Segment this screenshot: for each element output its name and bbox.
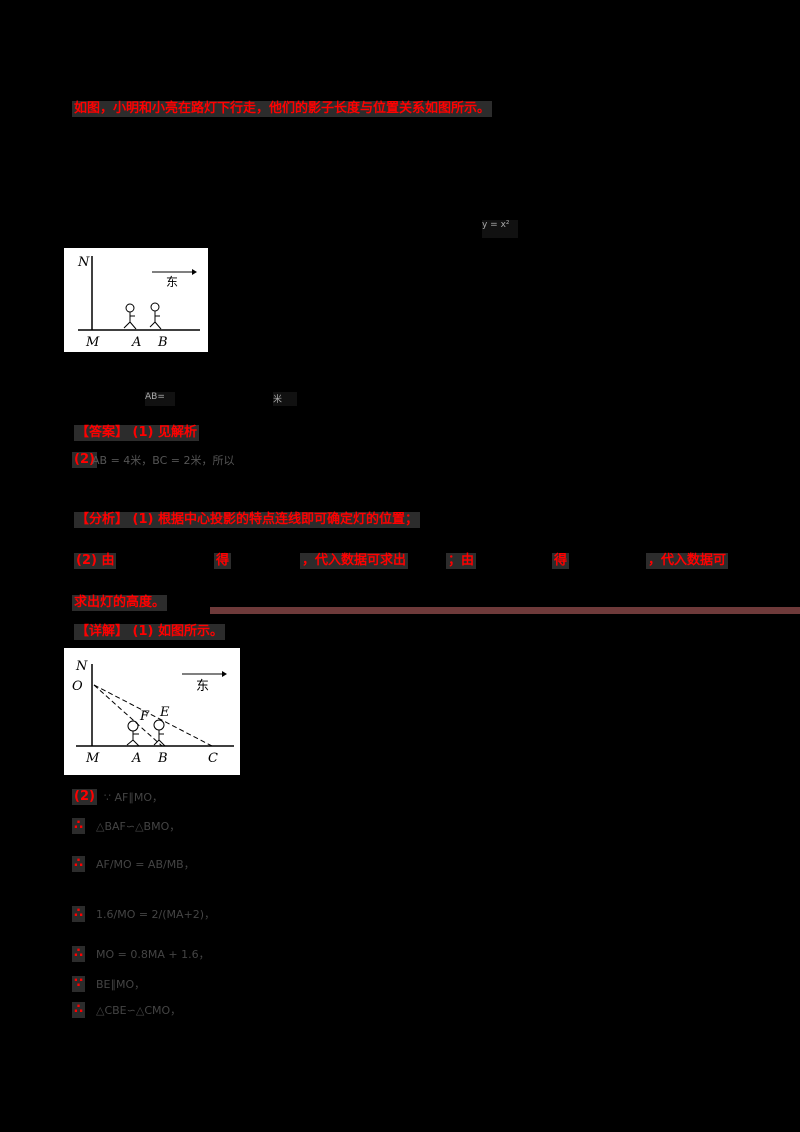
step-marker: ∴ <box>72 1002 86 1018</box>
svg-text:C: C <box>208 751 218 766</box>
svg-text:E: E <box>159 705 170 720</box>
step-marker: ∴ <box>72 906 86 922</box>
figure-2-shadow-diagram: N O 东 M A B C E F <box>64 648 240 775</box>
step-text: AF/MO = AB/MB， <box>96 858 195 871</box>
inline-fragment-2: 米 <box>273 392 297 406</box>
analysis-line3: 求出灯的高度。 <box>72 595 168 611</box>
figure-1-streetlight-diagram: N 东 M A B <box>64 248 208 352</box>
svg-text:N: N <box>75 659 88 674</box>
svg-text:O: O <box>72 679 83 694</box>
analysis-mid4: 得 <box>552 553 570 569</box>
solution-label: 【详解】 (1) 如图所示。 <box>74 624 225 640</box>
analysis-line2-end: ，代入数据可 <box>646 553 729 569</box>
answer-line2-text: AB = 4米，BC = 2米，所以 <box>92 454 235 467</box>
step-text: MO = 0.8MA + 1.6， <box>96 948 210 961</box>
answer-label: 【答案】 (1) 见解析 <box>74 425 199 441</box>
step-marker: (2) <box>72 789 97 805</box>
svg-text:东: 东 <box>196 679 209 694</box>
answer-line2-prefix: (2) <box>72 452 97 468</box>
step-text: △BAF∽△BMO， <box>96 820 181 833</box>
step-marker: ∴ <box>72 818 86 834</box>
step-text: △CBE∽△CMO， <box>96 1004 182 1017</box>
svg-text:B: B <box>157 751 168 766</box>
step-marker: ∴ <box>72 946 86 962</box>
analysis-mid2: ，代入数据可求出 <box>300 553 409 569</box>
svg-text:东: 东 <box>166 275 178 289</box>
step-marker: ∵ <box>72 976 86 992</box>
svg-text:M: M <box>85 751 100 766</box>
horizontal-divider <box>210 607 800 614</box>
analysis-label: 【分析】 (1) 根据中心投影的特点连线即可确定灯的位置； <box>74 512 420 528</box>
svg-text:A: A <box>131 751 141 766</box>
step-text: ∵ AF∥MO， <box>104 791 163 804</box>
svg-text:B: B <box>157 335 168 350</box>
step-text: BE∥MO， <box>96 978 146 991</box>
analysis-mid1: 得 <box>214 553 232 569</box>
analysis-mid3: ；由 <box>446 553 477 569</box>
label-n: N <box>77 255 90 270</box>
svg-text:M: M <box>85 335 100 350</box>
inline-fragment-1: AB= <box>145 392 175 406</box>
svg-text:F: F <box>139 709 150 724</box>
step-marker: ∴ <box>72 856 86 872</box>
question-intro: 如图，小明和小亮在路灯下行走，他们的影子长度与位置关系如图所示。 <box>72 101 493 117</box>
step-text: 1.6/MO = 2/(MA+2)， <box>96 908 216 921</box>
analysis-line2-prefix: (2) 由 <box>74 553 117 569</box>
svg-text:A: A <box>131 335 141 350</box>
formula-fragment: y = x² <box>482 220 518 238</box>
